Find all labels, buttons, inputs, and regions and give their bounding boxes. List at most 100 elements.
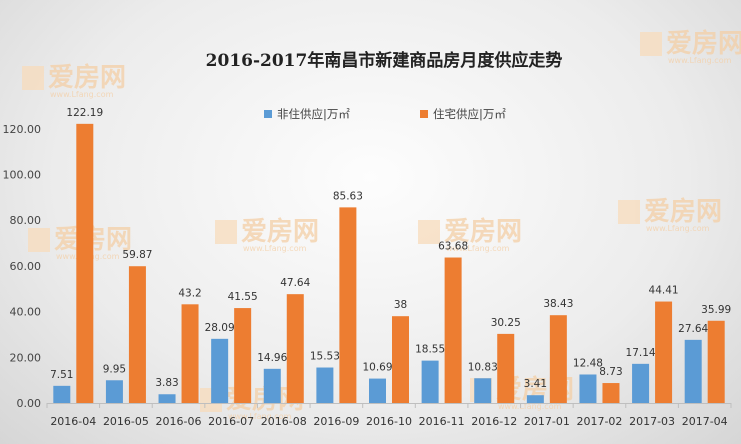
bar-residential xyxy=(181,304,199,403)
data-label: 3.41 xyxy=(524,378,547,390)
x-tick-label: 2017-01 xyxy=(524,415,570,428)
legend-label: 非住供应|万㎡ xyxy=(277,107,350,121)
x-tick-label: 2016-08 xyxy=(261,415,307,428)
legend-swatch xyxy=(420,110,428,118)
data-label: 15.53 xyxy=(310,351,340,363)
x-tick-label: 2016-12 xyxy=(471,415,517,428)
bar-residential xyxy=(339,207,357,403)
data-label: 8.73 xyxy=(599,366,622,378)
watermark-brand: 爱房网 xyxy=(644,197,722,227)
bar-non-residential xyxy=(526,395,544,403)
legend-item: 住宅供应|万㎡ xyxy=(420,107,506,121)
data-label: 27.64 xyxy=(678,323,708,335)
bar-non-residential xyxy=(105,380,123,403)
x-tick-label: 2016-09 xyxy=(313,415,359,428)
watermark-url: www.Lfang.com xyxy=(243,244,307,253)
x-tick-label: 2016-07 xyxy=(208,415,254,428)
watermark-url: www.Lfang.com xyxy=(446,244,510,253)
bar-residential xyxy=(549,315,567,403)
watermark-url: www.Lfang.com xyxy=(646,224,710,233)
data-label: 10.83 xyxy=(468,361,498,373)
data-label: 44.41 xyxy=(649,285,679,297)
watermark-brand: 爱房网 xyxy=(48,63,126,93)
x-tick-label: 2016-05 xyxy=(103,415,149,428)
y-tick-label: 60.00 xyxy=(10,260,42,273)
data-label: 43.2 xyxy=(178,287,201,299)
x-tick-label: 2016-04 xyxy=(50,415,96,428)
legend: 非住供应|万㎡ 住宅供应|万㎡ xyxy=(264,107,506,121)
data-label: 17.14 xyxy=(626,347,656,359)
data-label: 3.83 xyxy=(155,377,178,389)
watermark-brand: 爱房网 xyxy=(444,217,522,247)
bar-residential xyxy=(602,383,620,403)
watermark-url: www.Lfang.com xyxy=(498,402,562,411)
legend-item: 非住供应|万㎡ xyxy=(264,107,350,121)
data-label: 7.51 xyxy=(50,369,73,381)
data-label: 35.99 xyxy=(701,304,731,316)
bar-residential xyxy=(286,294,304,403)
bars xyxy=(53,123,725,404)
bar-residential xyxy=(655,301,673,403)
bar-non-residential xyxy=(263,368,281,403)
bar-residential xyxy=(707,320,725,403)
y-tick-label: 0.00 xyxy=(17,397,42,410)
data-label: 38 xyxy=(394,299,407,311)
data-label: 63.68 xyxy=(438,241,468,253)
watermark-logo-icon xyxy=(418,220,440,244)
bar-residential xyxy=(392,316,409,403)
watermark-logo-icon xyxy=(618,200,640,224)
watermark-logo-icon xyxy=(640,32,662,56)
data-label: 59.87 xyxy=(122,249,152,261)
data-label: 41.55 xyxy=(228,291,258,303)
bar-non-residential xyxy=(684,339,702,403)
legend-label: 住宅供应|万㎡ xyxy=(433,107,506,121)
watermark-logo-icon xyxy=(28,228,50,252)
x-tick-label: 2016-11 xyxy=(419,415,465,428)
data-label: 30.25 xyxy=(491,317,521,329)
bar-residential xyxy=(234,308,252,403)
data-label: 38.43 xyxy=(543,298,573,310)
x-tick-label: 2017-02 xyxy=(576,415,622,428)
x-tick-label: 2016-06 xyxy=(156,415,202,428)
bar-residential xyxy=(128,266,146,403)
bar-residential xyxy=(444,257,462,403)
data-label: 12.48 xyxy=(573,357,603,369)
bar-non-residential xyxy=(421,360,439,403)
y-tick-label: 20.00 xyxy=(10,351,42,364)
watermark-logo-icon xyxy=(22,66,44,90)
bar-non-residential xyxy=(316,367,334,403)
x-tick-label: 2017-04 xyxy=(682,415,728,428)
watermark-logo-icon xyxy=(215,220,237,244)
bar-non-residential xyxy=(632,363,650,403)
bar-non-residential xyxy=(53,385,71,403)
bar-non-residential xyxy=(369,378,386,403)
watermark-url: www.Lfang.com xyxy=(50,90,114,99)
bar-non-residential xyxy=(579,374,597,403)
y-tick-label: 40.00 xyxy=(10,306,42,319)
data-label: 18.55 xyxy=(415,344,445,356)
bar-non-residential xyxy=(158,394,176,403)
axes: 0.00 20.00 40.00 60.00 80.00 100.00 120.00 2016… xyxy=(3,123,732,428)
bar-residential xyxy=(76,123,94,404)
watermark-brand: 爱房网 xyxy=(666,29,741,59)
data-label: 122.19 xyxy=(66,107,103,119)
data-label: 28.09 xyxy=(205,322,235,334)
y-tick-label: 120.00 xyxy=(3,123,42,136)
data-labels: 7.51 122.19 9.95 59.87 3.83 43.2 28.09 41.55 14.… xyxy=(50,107,731,390)
watermark-brand: 爱房网 xyxy=(241,217,319,247)
watermark-url: www.Lfang.com xyxy=(228,412,292,421)
bar-residential xyxy=(497,333,515,403)
data-label: 85.63 xyxy=(333,190,363,202)
bar-non-residential xyxy=(211,338,229,403)
watermark-url: www.Lfang.com xyxy=(668,56,732,65)
bar-non-residential xyxy=(474,378,492,403)
data-label: 14.96 xyxy=(257,352,287,364)
data-label: 9.95 xyxy=(103,363,126,375)
